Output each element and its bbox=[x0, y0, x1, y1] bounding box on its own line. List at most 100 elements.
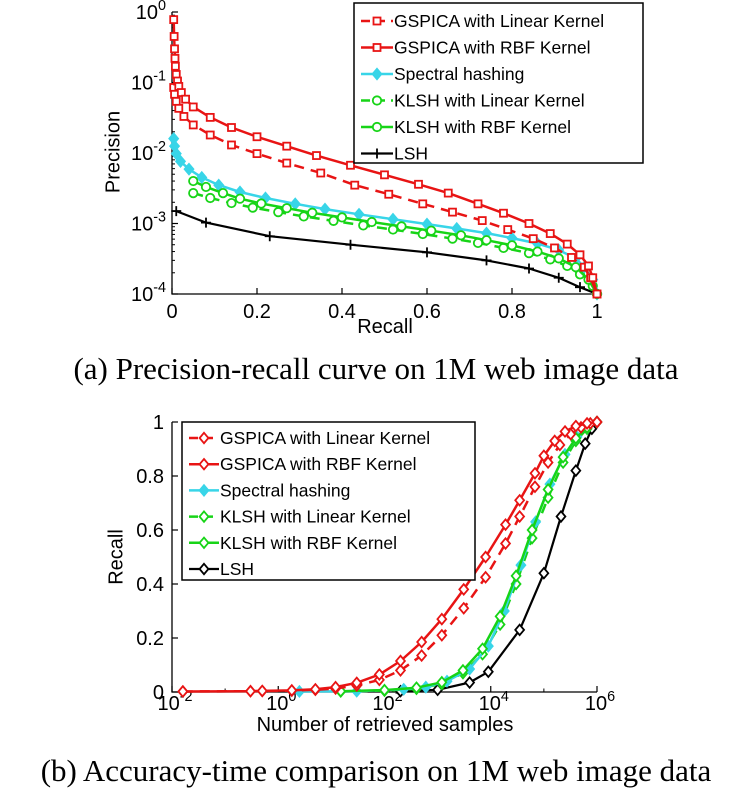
marker-diamond-open bbox=[416, 635, 428, 649]
marker-square-open bbox=[380, 170, 389, 180]
marker-plus bbox=[524, 263, 534, 274]
marker-circle-open bbox=[506, 240, 518, 251]
marker-square-open bbox=[588, 273, 598, 283]
marker-square-open bbox=[188, 120, 198, 130]
marker-square-open bbox=[282, 158, 292, 168]
marker-square-open bbox=[414, 179, 423, 189]
marker-diamond-open bbox=[244, 684, 257, 698]
marker-square-open bbox=[188, 102, 198, 112]
legend-entry-klsh-rbf: KLSH with RBF Kernel bbox=[361, 117, 571, 137]
legend-label: Spectral hashing bbox=[394, 64, 524, 84]
marker-diamond-filled bbox=[387, 212, 399, 226]
legend-entry-klsh-linear: KLSH with Linear Kernel bbox=[189, 507, 411, 527]
marker-circle-open bbox=[455, 230, 467, 241]
marker-square-open bbox=[205, 130, 215, 140]
marker-plus bbox=[481, 255, 492, 266]
marker-diamond-open bbox=[309, 682, 321, 696]
marker-circle-open bbox=[307, 207, 318, 218]
marker-circle-open bbox=[570, 262, 581, 273]
marker-diamond-open bbox=[373, 667, 385, 682]
marker-diamond-open bbox=[458, 582, 470, 596]
legend-label: KLSH with RBF Kernel bbox=[220, 533, 397, 553]
y-tick-label: 100 bbox=[136, 0, 166, 24]
y-tick-label: 0 bbox=[153, 682, 164, 704]
x-tick-label: 0.8 bbox=[498, 301, 526, 323]
x-tick-label: 0 bbox=[166, 301, 177, 323]
marker-diamond-open bbox=[256, 684, 268, 698]
legend-label: GSPICA with Linear Kernel bbox=[220, 428, 430, 448]
marker-diamond-open bbox=[579, 437, 591, 451]
marker-plus bbox=[264, 231, 275, 242]
marker-diamond-filled bbox=[319, 202, 331, 216]
marker-diamond-open bbox=[529, 480, 541, 494]
marker-diamond-open bbox=[542, 482, 554, 497]
marker-square-open bbox=[169, 15, 179, 25]
legend-entry-spectral-hashing: Spectral hashing bbox=[189, 480, 350, 500]
marker-plus bbox=[345, 239, 356, 250]
legend-entry-gspica-rbf: GSPICA with RBF Kernel bbox=[361, 38, 590, 58]
marker-square-open bbox=[528, 234, 538, 244]
marker-square-open bbox=[418, 199, 428, 209]
y-tick-label: 10-2 bbox=[131, 139, 166, 165]
marker-diamond-open bbox=[480, 570, 492, 584]
marker-circle-open bbox=[217, 187, 229, 199]
marker-square-open bbox=[171, 96, 181, 106]
series-lsh-line bbox=[175, 210, 598, 296]
series-lsh-markers bbox=[394, 415, 603, 698]
marker-circle-open bbox=[553, 253, 564, 264]
x-tick-label: 0.4 bbox=[328, 301, 356, 323]
series-gspica-linear-line bbox=[172, 87, 599, 295]
marker-square-open bbox=[545, 229, 555, 238]
marker-diamond-open bbox=[330, 680, 342, 694]
legend-label: LSH bbox=[220, 559, 254, 579]
marker-square-open bbox=[448, 207, 457, 217]
legend-label: KLSH with RBF Kernel bbox=[394, 117, 571, 137]
marker-plus bbox=[372, 148, 382, 159]
marker-circle-open bbox=[371, 121, 383, 133]
marker-circle-open bbox=[336, 212, 348, 223]
marker-diamond-open bbox=[394, 654, 407, 668]
marker-diamond-open bbox=[559, 424, 571, 439]
marker-square-open bbox=[346, 160, 355, 170]
marker-square-open bbox=[227, 123, 236, 132]
marker-diamond-open bbox=[549, 434, 561, 448]
marker-circle-open bbox=[396, 221, 407, 232]
legend-label: GSPICA with RBF Kernel bbox=[220, 454, 416, 474]
marker-diamond-open bbox=[198, 510, 210, 524]
marker-diamond-open bbox=[436, 628, 448, 642]
marker-diamond-filled bbox=[198, 483, 210, 497]
marker-diamond-filled bbox=[183, 162, 195, 176]
marker-square-open bbox=[499, 208, 508, 218]
legend-entry-klsh-linear: KLSH with Linear Kernel bbox=[361, 91, 585, 111]
marker-square-open bbox=[181, 94, 191, 104]
marker-square-open bbox=[372, 43, 382, 52]
marker-circle-open bbox=[247, 202, 258, 213]
legend-entry-gspica-linear: GSPICA with Linear Kernel bbox=[361, 11, 604, 31]
marker-circle-open bbox=[481, 235, 492, 246]
marker-diamond-open bbox=[555, 509, 567, 524]
marker-square-open bbox=[227, 140, 236, 150]
marker-circle-open bbox=[188, 187, 199, 199]
marker-square-open bbox=[170, 53, 180, 63]
x-tick-label: 106 bbox=[585, 689, 615, 715]
marker-square-open bbox=[170, 61, 180, 71]
y-tick-label: 1 bbox=[153, 412, 164, 434]
y-tick-label: 10-3 bbox=[131, 210, 166, 236]
marker-square-open bbox=[205, 112, 215, 122]
marker-diamond-open bbox=[529, 466, 541, 480]
marker-square-open bbox=[179, 112, 189, 121]
marker-diamond-open bbox=[499, 536, 512, 551]
marker-square-open bbox=[524, 219, 534, 228]
legend-label: Spectral hashing bbox=[220, 480, 350, 500]
x-tick-label: 0.6 bbox=[413, 301, 441, 323]
caption-b: (b) Accuracy-time comparison on 1M web i… bbox=[40, 753, 712, 788]
marker-diamond-open bbox=[510, 569, 522, 583]
marker-diamond-open bbox=[514, 493, 526, 507]
marker-circle-open bbox=[226, 197, 237, 209]
series-gspica-rbf bbox=[169, 15, 602, 299]
marker-diamond-open bbox=[177, 684, 189, 699]
legend-label: LSH bbox=[394, 144, 428, 164]
x-tick-label: 104 bbox=[479, 689, 509, 715]
series-gspica-rbf-line bbox=[182, 420, 598, 693]
